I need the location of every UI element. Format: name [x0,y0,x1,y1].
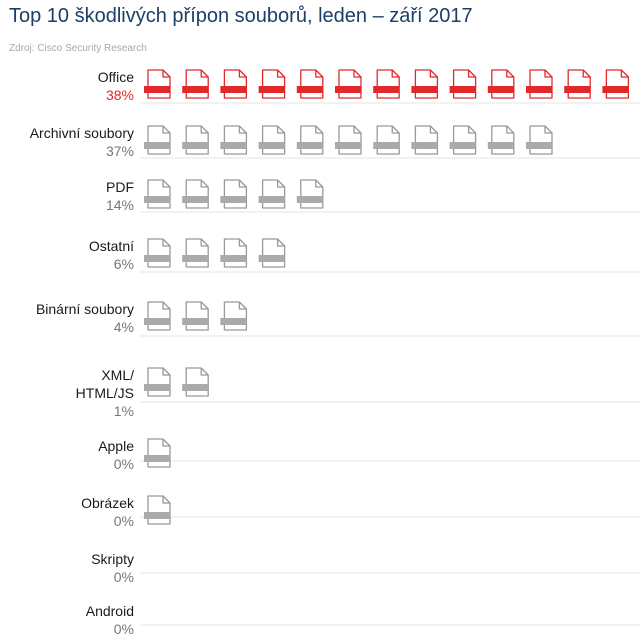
percent-label: 0% [114,621,134,637]
category-label: Android [86,603,134,619]
file-icon [258,125,286,155]
file-icon [449,125,477,155]
file-icon [335,69,362,99]
file-icon [144,301,171,331]
file-icon [144,125,171,155]
chart-title: Top 10 škodlivých přípon souborů, leden … [9,5,473,27]
percent-label: 1% [114,403,134,419]
category-label: Skripty [91,551,134,567]
file-icon [144,367,171,397]
file-icon [258,179,286,209]
file-icon [335,125,362,155]
file-icon [373,125,400,155]
file-icon [564,69,591,99]
file-icon [526,69,553,99]
file-icon [182,301,209,331]
category-row: Obrázek 0% [81,495,640,529]
category-row: Ostatní 6% [89,238,640,273]
file-icon [296,69,324,99]
file-icon [144,69,171,99]
percent-label: 4% [114,319,134,335]
category-row: Skripty 0% [91,551,640,585]
file-icon [258,238,286,268]
file-icon [526,125,553,155]
category-row: Apple 0% [98,438,640,472]
chart-source: Zdroj: Cisco Security Research [9,43,147,54]
category-row: PDF 14% [106,179,640,213]
file-icon [182,69,209,99]
percent-label: 0% [114,513,134,529]
category-row: Archivní soubory 37% [30,125,640,159]
file-icon [487,125,515,155]
category-label: Archivní soubory [30,125,134,141]
file-icon [182,238,209,268]
category-label: Office [98,69,135,85]
file-icon [296,125,324,155]
category-row: Office 38% [98,69,640,104]
file-icon [220,238,248,268]
category-row: Binární soubory 4% [36,301,640,337]
file-icon [182,125,209,155]
file-icon [411,125,439,155]
file-icon [144,495,171,525]
percent-label: 14% [106,197,134,213]
percent-label: 6% [114,256,134,272]
category-label: Ostatní [89,238,134,254]
file-icon [602,69,630,99]
file-icon [220,69,248,99]
file-icon [258,69,286,99]
file-icon [144,438,171,468]
percent-label: 38% [106,87,134,103]
category-row: XML/HTML/JS 1% [76,367,640,419]
file-icon [144,179,171,209]
category-row: Android 0% [86,603,640,637]
file-icon [411,69,439,99]
file-icon [449,69,477,99]
percent-label: 37% [106,143,134,159]
category-label: HTML/JS [76,385,134,401]
file-icon [220,125,248,155]
percent-label: 0% [114,569,134,585]
percent-label: 0% [114,456,134,472]
file-icon [487,69,515,99]
file-icon [220,179,248,209]
category-label: Binární soubory [36,301,134,317]
category-label: Obrázek [81,495,135,511]
file-icon [296,179,324,209]
file-icon [220,301,248,331]
file-icon [182,367,209,397]
category-label: Apple [98,438,134,454]
file-icon [373,69,400,99]
file-icon [144,238,171,268]
category-label: XML/ [101,367,134,383]
file-icon [182,179,209,209]
category-label: PDF [106,179,134,195]
